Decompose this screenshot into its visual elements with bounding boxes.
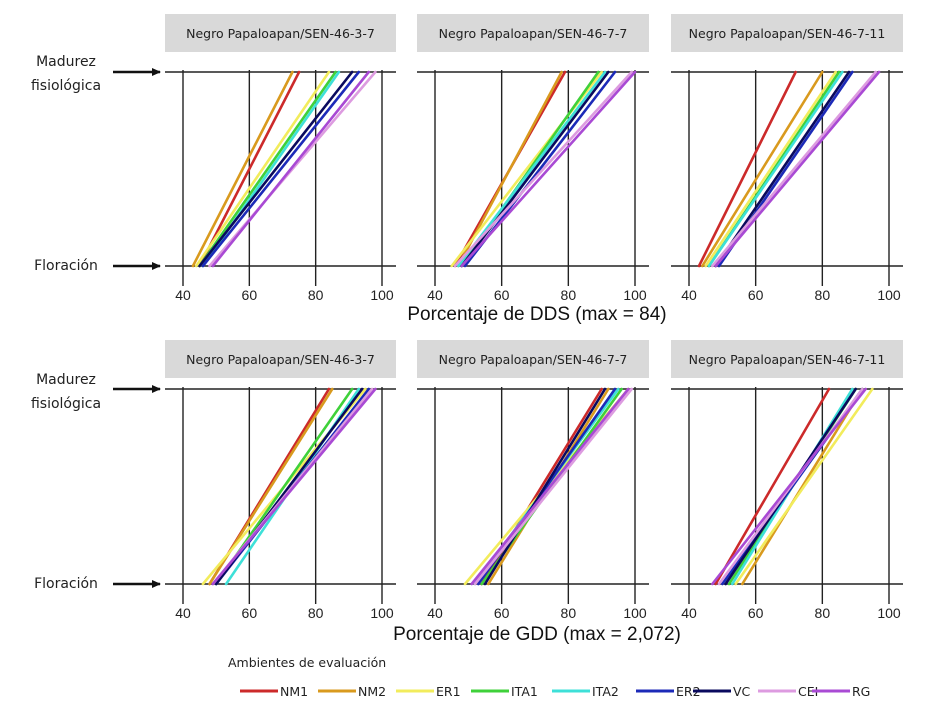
x-axis-label: Porcentaje de GDD (max = 2,072)	[393, 624, 681, 645]
panel-title-strip	[671, 340, 903, 378]
x-tick-label: 60	[242, 605, 258, 621]
series-line-er1	[194, 70, 331, 268]
x-tick-label: 40	[427, 605, 443, 621]
x-tick-label: 40	[681, 605, 697, 621]
x-tick-label: 80	[561, 605, 577, 621]
panel-r1-c2: Negro Papaloapan/SEN-46-7-7 40 60 80 100	[417, 14, 649, 303]
x-tick-label: 40	[427, 287, 443, 303]
x-tick-label: 100	[877, 287, 901, 303]
panel-title: Negro Papaloapan/SEN-46-7-11	[689, 352, 886, 367]
x-tick-label: 60	[748, 605, 764, 621]
x-tick-label: 40	[681, 287, 697, 303]
x-tick-label: 80	[815, 287, 831, 303]
panel-title-strip	[417, 340, 649, 378]
stage-label-flowering: Floración	[34, 258, 98, 274]
x-tick-label: 40	[175, 287, 191, 303]
x-axis-label: Porcentaje de DDS (max = 84)	[407, 304, 666, 325]
series-line-nm2	[701, 70, 824, 268]
series-line-rg	[211, 70, 371, 268]
panel-title-strip	[417, 14, 649, 52]
panel-title-strip	[671, 14, 903, 52]
x-tick-label: 60	[242, 287, 258, 303]
series-line-ita1	[198, 70, 337, 268]
stage-label-flowering: Floración	[34, 576, 98, 592]
series-line-cei	[717, 387, 864, 586]
x-tick-label: 60	[494, 287, 510, 303]
x-tick-label: 80	[308, 605, 324, 621]
series-line-cei	[473, 387, 633, 586]
stage-label-maturity-line1: Madurez	[36, 372, 96, 388]
series-line-cei	[453, 70, 633, 268]
x-tick-label: 40	[175, 605, 191, 621]
legend-label-cei: CEI	[798, 684, 818, 699]
x-tick-label: 100	[623, 287, 647, 303]
x-tick-label: 60	[748, 287, 764, 303]
series-line-nm2	[741, 387, 864, 586]
legend-label-ita2: ITA2	[592, 684, 619, 699]
stage-label-maturity-line1: Madurez	[36, 54, 96, 70]
panel-r1-c1: Negro Papaloapan/SEN-46-3-7 40 60 80 100	[165, 14, 396, 303]
panel-title: Negro Papaloapan/SEN-46-7-11	[689, 26, 886, 41]
legend-label-ita1: ITA1	[511, 684, 538, 699]
legend: Ambientes de evaluación NM1 NM2 ER1 ITA1 ITA2…	[228, 655, 870, 699]
panel-title: Negro Papaloapan/SEN-46-7-7	[439, 352, 628, 367]
panel-title: Negro Papaloapan/SEN-46-3-7	[186, 352, 375, 367]
panel-title-strip	[165, 340, 396, 378]
series-line-ita2	[707, 70, 844, 268]
series-line-er1	[734, 387, 874, 586]
stage-label-maturity-line2: fisiológica	[31, 78, 101, 94]
legend-label-er1: ER1	[436, 684, 461, 699]
panel-r2-c1: Negro Papaloapan/SEN-46-3-7 40 60 80 100	[165, 340, 396, 621]
series-line-cei	[711, 70, 877, 268]
legend-label-er2: ER2	[676, 684, 701, 699]
x-tick-label: 80	[815, 605, 831, 621]
x-tick-label: 100	[623, 605, 647, 621]
series-line-rg	[714, 70, 881, 268]
legend-title: Ambientes de evaluación	[228, 655, 386, 670]
series-line-nm1	[198, 70, 301, 268]
series-line-er2	[201, 70, 361, 268]
x-tick-label: 60	[494, 605, 510, 621]
legend-label-vc: VC	[733, 684, 751, 699]
series-line-nm2	[191, 70, 294, 268]
series-line-rg	[711, 387, 867, 586]
series-line-vc	[460, 70, 610, 268]
panel-title-strip	[165, 14, 396, 52]
legend-label-nm2: NM2	[358, 684, 386, 699]
series-line-nm1	[697, 70, 797, 268]
series-line-er1	[704, 70, 837, 268]
row-1: Madurez fisiológica Floración Negro Papaloa…	[31, 14, 903, 325]
series-line-rg	[211, 387, 377, 586]
series-line-rg	[470, 387, 630, 586]
series-line-rg	[460, 70, 637, 268]
x-tick-label: 100	[370, 287, 394, 303]
legend-label-nm1: NM1	[280, 684, 308, 699]
x-tick-label: 100	[370, 605, 394, 621]
panel-r2-c2: Negro Papaloapan/SEN-46-7-7 40 60 80 100	[417, 340, 649, 621]
x-tick-label: 100	[877, 605, 901, 621]
panel-title: Negro Papaloapan/SEN-46-3-7	[186, 26, 375, 41]
series-line-vc	[198, 70, 354, 268]
x-tick-label: 80	[561, 287, 577, 303]
x-tick-label: 80	[308, 287, 324, 303]
panel-r2-c3: Negro Papaloapan/SEN-46-7-11 40 60 80 100	[671, 340, 903, 621]
row-2: Madurez fisiológica Floración Negro Papaloa…	[31, 340, 903, 645]
legend-label-rg: RG	[852, 684, 870, 699]
stage-label-maturity-line2: fisiológica	[31, 396, 101, 412]
series-line-vc	[483, 387, 607, 586]
panel-title: Negro Papaloapan/SEN-46-7-7	[439, 26, 628, 41]
panel-r1-c3: Negro Papaloapan/SEN-46-7-11 40 60 80 100	[671, 14, 903, 303]
series-line-nm1	[714, 387, 831, 586]
